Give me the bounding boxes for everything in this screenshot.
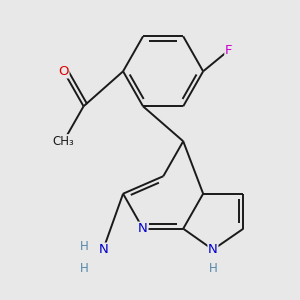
- Text: N: N: [138, 222, 148, 235]
- Text: H: H: [80, 262, 88, 275]
- Text: H: H: [208, 262, 217, 275]
- Text: CH₃: CH₃: [53, 135, 74, 148]
- Text: O: O: [58, 65, 69, 78]
- Text: N: N: [208, 243, 218, 256]
- Text: F: F: [225, 44, 232, 57]
- Text: N: N: [98, 243, 108, 256]
- Text: H: H: [80, 240, 88, 253]
